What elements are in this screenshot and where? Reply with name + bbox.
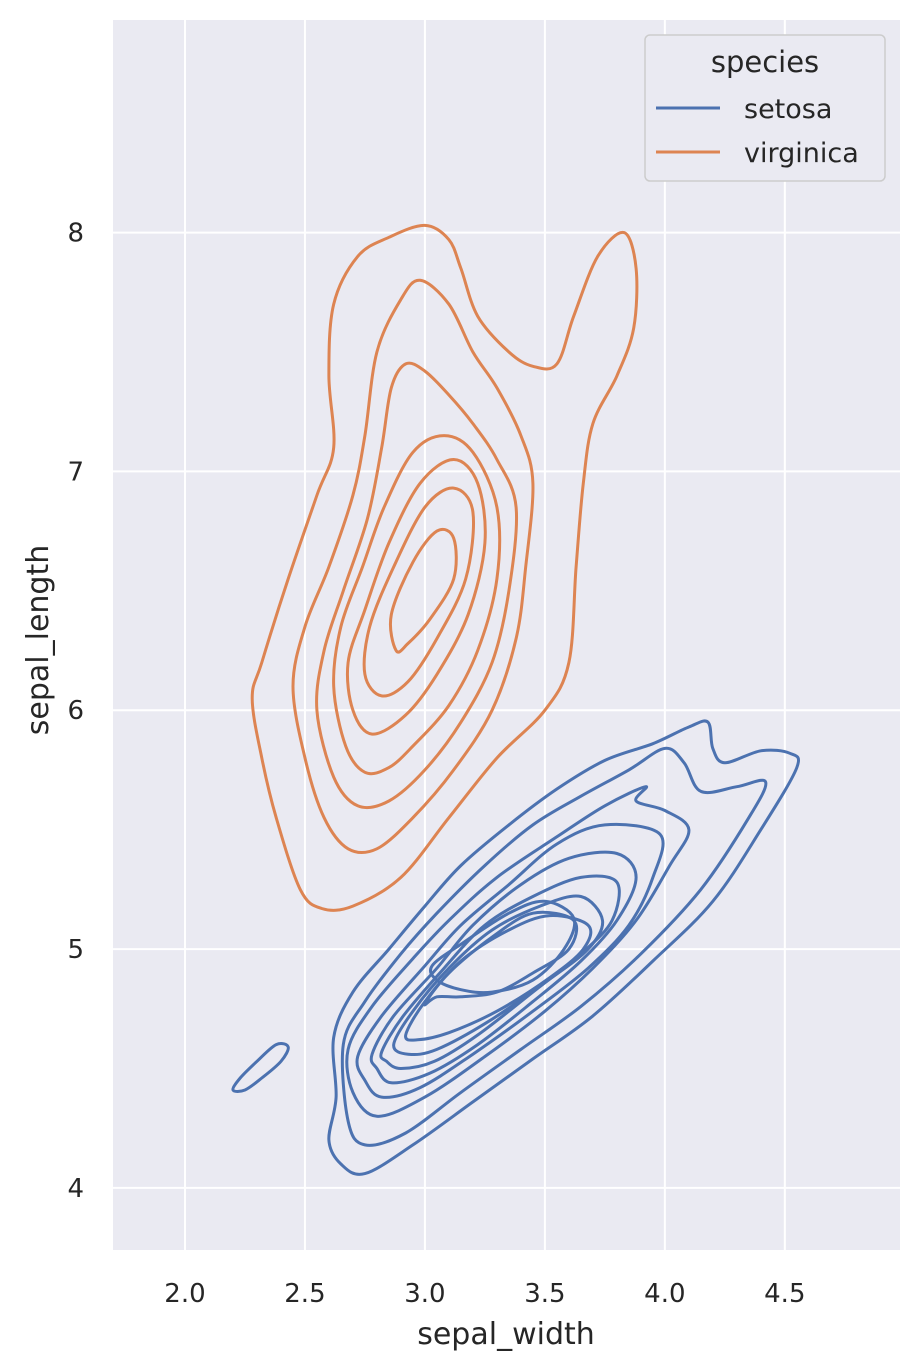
legend-title: species xyxy=(711,45,819,79)
contour-layer xyxy=(231,223,801,1176)
contour-setosa-10 xyxy=(428,899,577,995)
y-tick-label: 6 xyxy=(67,696,84,726)
contour-setosa-7 xyxy=(392,894,605,1057)
x-tick-label: 4.5 xyxy=(764,1279,805,1309)
contour-virginica-4 xyxy=(345,458,487,736)
y-tick-label: 4 xyxy=(67,1174,84,1204)
contour-virginica-2 xyxy=(315,361,519,810)
legend-box xyxy=(644,34,886,182)
y-tick-label: 8 xyxy=(67,219,84,249)
contour-setosa-0 xyxy=(231,1042,290,1093)
y-tick-label: 7 xyxy=(67,457,84,487)
contour-virginica-3 xyxy=(332,434,502,776)
legend-label-setosa: setosa xyxy=(744,94,832,125)
x-tick-label: 2.5 xyxy=(284,1279,325,1309)
contour-setosa-2 xyxy=(340,746,768,1147)
x-tick-label: 2.0 xyxy=(164,1279,205,1309)
plot-background xyxy=(113,20,900,1250)
contour-virginica-0 xyxy=(250,223,639,912)
contour-setosa-3 xyxy=(345,785,691,1118)
series-virginica xyxy=(250,223,639,912)
contour-setosa-9 xyxy=(423,910,579,1007)
contour-virginica-1 xyxy=(291,278,535,855)
contour-virginica-5 xyxy=(362,486,475,698)
series-setosa xyxy=(231,719,801,1176)
x-axis-label: sepal_width xyxy=(417,1317,595,1352)
y-tick-labels: 4 5 6 7 8 xyxy=(67,219,84,1204)
legend: species setosa virginica xyxy=(644,34,886,182)
y-axis-label: sepal_length xyxy=(21,545,56,735)
contour-setosa-4 xyxy=(355,822,665,1099)
y-tick-label: 5 xyxy=(67,935,84,965)
contour-setosa-1 xyxy=(327,719,801,1176)
x-tick-labels: 2.0 2.5 3.0 3.5 4.0 4.5 xyxy=(164,1279,805,1309)
contour-virginica-6 xyxy=(388,527,458,654)
legend-label-virginica: virginica xyxy=(744,138,859,169)
x-tick-label: 4.0 xyxy=(644,1279,685,1309)
x-tick-label: 3.0 xyxy=(404,1279,445,1309)
x-tick-label: 3.5 xyxy=(524,1279,565,1309)
contour-setosa-6 xyxy=(379,874,621,1070)
